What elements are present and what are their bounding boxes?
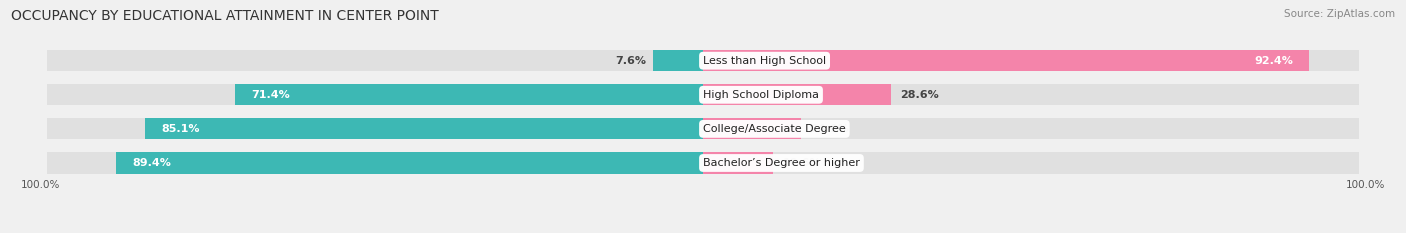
Bar	[703, 84, 1360, 105]
Text: Bachelor’s Degree or higher: Bachelor’s Degree or higher	[703, 158, 860, 168]
Bar	[703, 50, 1360, 71]
Legend: Owner-occupied, Renter-occupied: Owner-occupied, Renter-occupied	[582, 230, 824, 233]
Bar	[117, 152, 703, 174]
Text: Less than High School: Less than High School	[703, 56, 827, 66]
Text: 85.1%: 85.1%	[162, 124, 200, 134]
Text: 10.6%: 10.6%	[782, 158, 821, 168]
Text: 28.6%: 28.6%	[900, 90, 939, 100]
Bar	[703, 152, 1360, 174]
Text: 92.4%: 92.4%	[1254, 56, 1294, 66]
Bar	[46, 118, 703, 140]
Text: 7.6%: 7.6%	[616, 56, 647, 66]
Text: OCCUPANCY BY EDUCATIONAL ATTAINMENT IN CENTER POINT: OCCUPANCY BY EDUCATIONAL ATTAINMENT IN C…	[11, 9, 439, 23]
Bar	[145, 118, 703, 140]
Text: 100.0%: 100.0%	[1346, 180, 1385, 190]
Text: Source: ZipAtlas.com: Source: ZipAtlas.com	[1284, 9, 1395, 19]
Bar	[703, 118, 1360, 140]
Bar	[235, 84, 703, 105]
Bar	[46, 50, 703, 71]
Bar	[703, 152, 772, 174]
Bar	[46, 84, 703, 105]
Bar	[654, 50, 703, 71]
Bar	[703, 50, 1309, 71]
Bar	[703, 118, 801, 140]
Text: High School Diploma: High School Diploma	[703, 90, 820, 100]
Text: College/Associate Degree: College/Associate Degree	[703, 124, 846, 134]
Text: 71.4%: 71.4%	[250, 90, 290, 100]
Text: 100.0%: 100.0%	[21, 180, 60, 190]
Text: 14.9%: 14.9%	[811, 124, 849, 134]
Bar	[46, 152, 703, 174]
Bar	[703, 84, 890, 105]
Text: 89.4%: 89.4%	[132, 158, 172, 168]
